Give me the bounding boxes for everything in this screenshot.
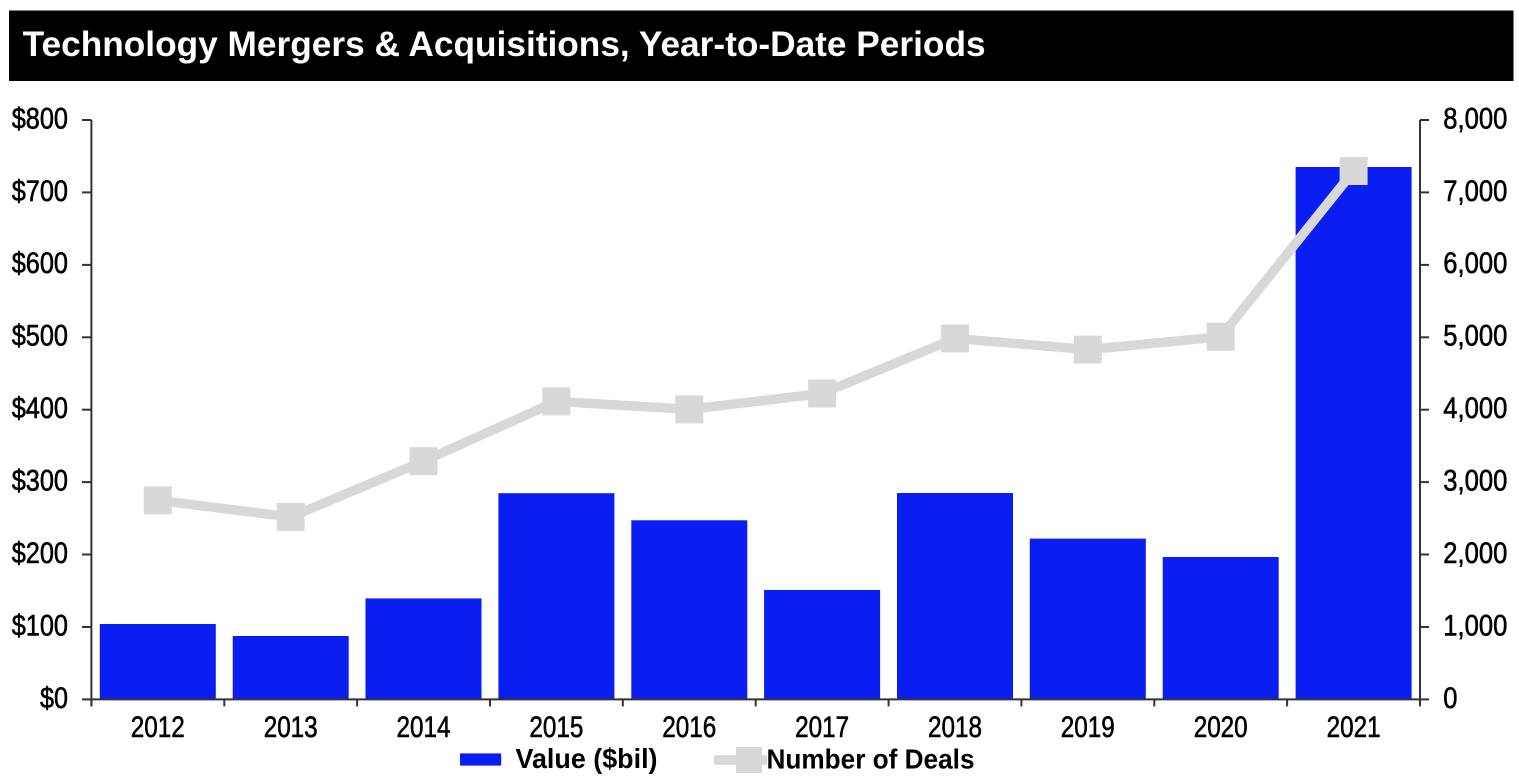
svg-text:$500: $500 (12, 320, 68, 353)
svg-text:$600: $600 (12, 247, 68, 280)
svg-text:2,000: 2,000 (1443, 537, 1507, 570)
svg-text:2013: 2013 (264, 711, 318, 744)
svg-text:2019: 2019 (1061, 711, 1115, 744)
svg-text:Technology Mergers & Acquisiti: Technology Mergers & Acquisitions, Year-… (23, 25, 986, 64)
svg-text:Number of Deals: Number of Deals (767, 744, 975, 775)
svg-text:0: 0 (1443, 682, 1457, 715)
svg-text:7,000: 7,000 (1443, 175, 1507, 208)
svg-text:5,000: 5,000 (1443, 320, 1507, 353)
svg-text:1,000: 1,000 (1443, 609, 1507, 642)
svg-text:2021: 2021 (1327, 711, 1381, 744)
svg-text:2012: 2012 (131, 711, 185, 744)
svg-text:6,000: 6,000 (1443, 247, 1507, 280)
svg-text:2020: 2020 (1194, 711, 1248, 744)
svg-text:2018: 2018 (928, 711, 982, 744)
svg-text:$800: $800 (12, 102, 68, 135)
svg-text:$700: $700 (12, 175, 68, 208)
svg-text:2015: 2015 (529, 711, 583, 744)
svg-text:$300: $300 (12, 465, 68, 498)
svg-text:$0: $0 (40, 682, 68, 715)
svg-text:$400: $400 (12, 392, 68, 425)
svg-text:2014: 2014 (397, 711, 451, 744)
svg-text:2017: 2017 (795, 711, 849, 744)
svg-text:$200: $200 (12, 537, 68, 570)
svg-text:$100: $100 (12, 609, 68, 642)
svg-text:3,000: 3,000 (1443, 465, 1507, 498)
svg-text:Value ($bil): Value ($bil) (516, 743, 658, 774)
svg-text:2016: 2016 (662, 711, 716, 744)
svg-text:4,000: 4,000 (1443, 392, 1507, 425)
svg-text:8,000: 8,000 (1443, 102, 1507, 135)
